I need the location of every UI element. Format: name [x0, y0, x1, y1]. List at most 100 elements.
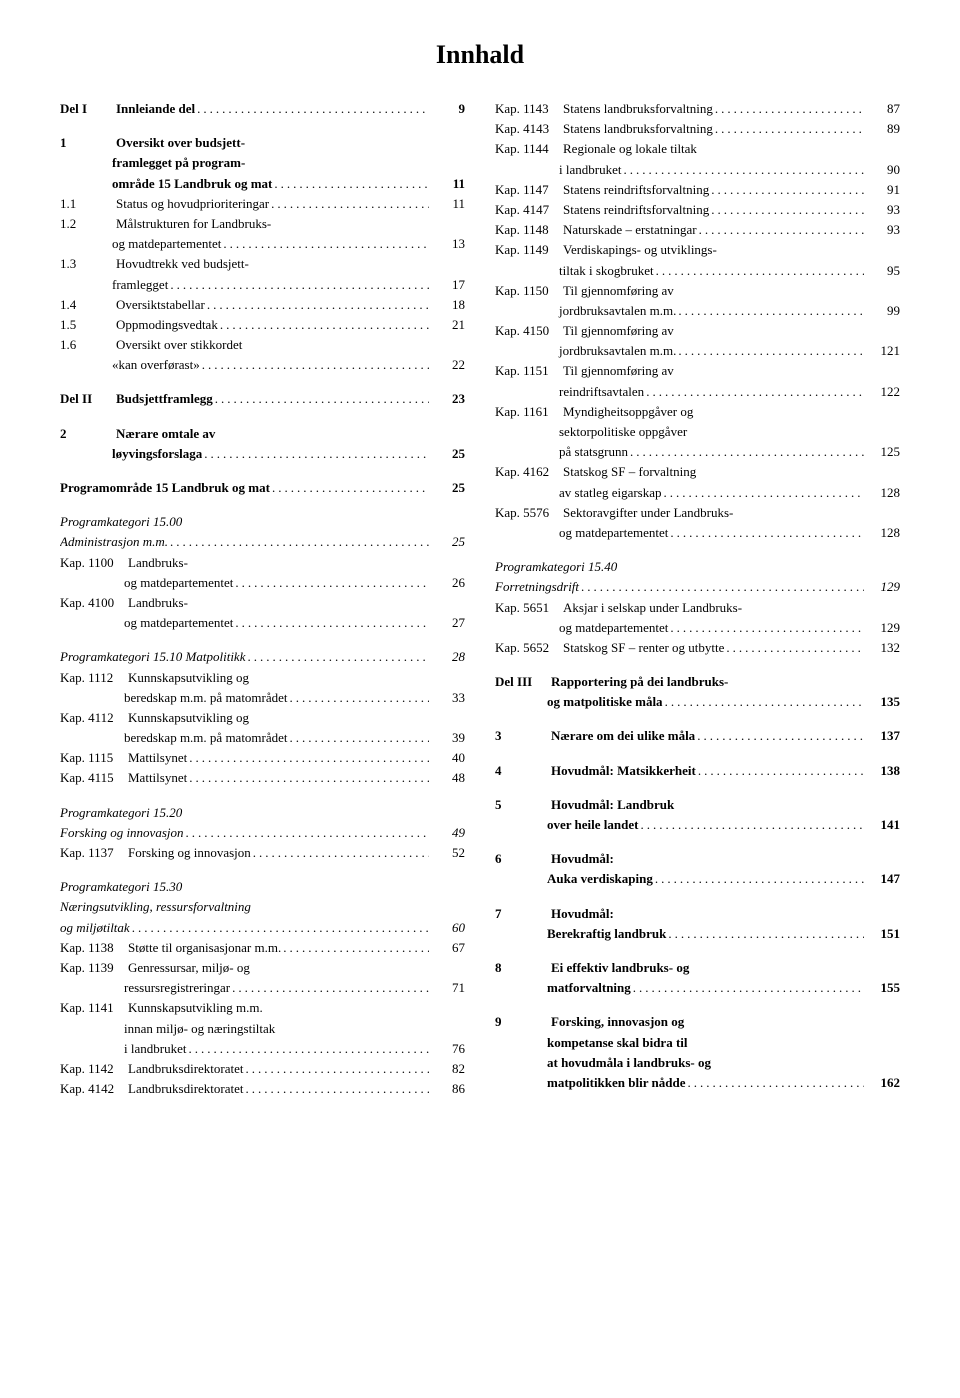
toc-right-column: Kap. 1143Statens landbruksforvaltning87K…: [495, 100, 900, 1100]
toc-row: «kan overførast»22: [60, 356, 465, 374]
toc-row: beredskap m.m. på matområdet33: [60, 689, 465, 707]
toc-text: Verdiskapings- og utviklings-: [563, 241, 900, 259]
toc-text: og matdepartementet: [495, 619, 864, 637]
toc-text: Forsking, innovasjon og: [551, 1013, 900, 1031]
toc-label: Kap. 1161: [495, 403, 563, 421]
toc-gap: [60, 499, 465, 513]
toc-text: i landbruket: [495, 161, 864, 179]
toc-text: Programkategori 15.30: [60, 878, 465, 896]
toc-row: reindriftsavtalen122: [495, 383, 900, 401]
toc-page: 87: [864, 100, 900, 118]
toc-page: 137: [864, 727, 900, 745]
toc-page: 95: [864, 262, 900, 280]
toc-gap: [60, 864, 465, 878]
toc-label: 1.2: [60, 215, 116, 233]
toc-text: Programkategori 15.10 Matpolitikk: [60, 648, 429, 666]
toc-page: 71: [429, 979, 465, 997]
toc-text: Status og hovudprioriteringar: [116, 195, 429, 213]
toc-label: 1: [60, 134, 116, 152]
toc-row: tiltak i skogbruket95: [495, 262, 900, 280]
toc-row: Kap. 1150Til gjennomføring av: [495, 282, 900, 300]
toc-page: 91: [864, 181, 900, 199]
toc-text: område 15 Landbruk og mat: [60, 175, 429, 193]
toc-text: Forsking og innovasjon: [60, 824, 429, 842]
toc-text: beredskap m.m. på matområdet: [60, 729, 429, 747]
toc-row: framlegget17: [60, 276, 465, 294]
toc-text: Kunnskapsutvikling og: [128, 669, 465, 687]
toc-row: Kap. 4142Landbruksdirektoratet86: [60, 1080, 465, 1098]
toc-label: 1.6: [60, 336, 116, 354]
toc-text: løyvingsforslaga: [60, 445, 429, 463]
toc-page: 25: [429, 533, 465, 551]
toc-row: innan miljø- og næringstiltak: [60, 1020, 465, 1038]
toc-text: tiltak i skogbruket: [495, 262, 864, 280]
toc-text: matforvaltning: [495, 979, 864, 997]
toc-page: 27: [429, 614, 465, 632]
toc-text: Genressursar, miljø- og: [128, 959, 465, 977]
toc-page: 147: [864, 870, 900, 888]
toc-label: Del III: [495, 673, 551, 691]
toc-text: Til gjennomføring av: [563, 282, 900, 300]
toc-page: 28: [429, 648, 465, 666]
toc-text: og matdepartementet: [60, 614, 429, 632]
toc-label: 5: [495, 796, 551, 814]
toc-text: beredskap m.m. på matområdet: [60, 689, 429, 707]
toc-text: over heile landet: [495, 816, 864, 834]
toc-text: jordbruksavtalen m.m.: [495, 342, 864, 360]
toc-page: 89: [864, 120, 900, 138]
toc-page: 125: [864, 443, 900, 461]
toc-row: Programkategori 15.30: [60, 878, 465, 896]
toc-page: 121: [864, 342, 900, 360]
toc-row: og matdepartementet26: [60, 574, 465, 592]
toc-gap: [60, 411, 465, 425]
toc-page: 21: [429, 316, 465, 334]
toc-row: og matdepartementet13: [60, 235, 465, 253]
toc-page: 40: [429, 749, 465, 767]
toc-gap: [60, 376, 465, 390]
toc-label: Kap. 4150: [495, 322, 563, 340]
toc-text: framlegget: [60, 276, 429, 294]
toc-text: framlegget på program-: [60, 154, 247, 172]
toc-text: «kan overførast»: [60, 356, 429, 374]
toc-text: Landbruks-: [128, 554, 465, 572]
toc-page: 93: [864, 221, 900, 239]
toc-page: 60: [429, 919, 465, 937]
toc-row: Kap. 1142Landbruksdirektoratet82: [60, 1060, 465, 1078]
toc-page: 138: [864, 762, 900, 780]
toc-row: 1.1Status og hovudprioriteringar11: [60, 195, 465, 213]
toc-page: 129: [864, 578, 900, 596]
toc-left-column: Del IInnleiande del91Oversikt over budsj…: [60, 100, 465, 1100]
toc-row: og miljøtiltak60: [60, 919, 465, 937]
toc-page: 128: [864, 524, 900, 542]
toc-label: 2: [60, 425, 116, 443]
toc-text: Mattilsynet: [128, 749, 429, 767]
toc-row: løyvingsforslaga25: [60, 445, 465, 463]
toc-page: 135: [864, 693, 900, 711]
toc-text: Nærare omtale av: [116, 425, 465, 443]
toc-text: Kunnskapsutvikling og: [128, 709, 465, 727]
toc-label: Kap. 1144: [495, 140, 563, 158]
toc-row: Kap. 1115Mattilsynet40: [60, 749, 465, 767]
toc-text: Målstrukturen for Landbruks-: [116, 215, 465, 233]
toc-row: i landbruket90: [495, 161, 900, 179]
toc-row: på statsgrunn125: [495, 443, 900, 461]
toc-gap: [495, 748, 900, 762]
toc-page: 76: [429, 1040, 465, 1058]
toc-text: Programkategori 15.40: [495, 558, 900, 576]
toc-page: 93: [864, 201, 900, 219]
toc-text: og matdepartementet: [60, 574, 429, 592]
toc-text: sektorpolitiske oppgåver: [495, 423, 689, 441]
toc-text: Til gjennomføring av: [563, 362, 900, 380]
toc-label: Kap. 1151: [495, 362, 563, 380]
toc-label: 4: [495, 762, 551, 780]
toc-text: Oversikt over stikkordet: [116, 336, 465, 354]
toc-row: ressursregistreringar71: [60, 979, 465, 997]
toc-page: 48: [429, 769, 465, 787]
toc-text: Forsking og innovasjon: [128, 844, 429, 862]
toc-text: Statens landbruksforvaltning: [563, 100, 864, 118]
toc-row: 1.3Hovudtrekk ved budsjett-: [60, 255, 465, 273]
toc-row: Kap. 4150Til gjennomføring av: [495, 322, 900, 340]
toc-row: 1.2Målstrukturen for Landbruks-: [60, 215, 465, 233]
toc-gap: [495, 544, 900, 558]
toc-text: at hovudmåla i landbruks- og: [495, 1054, 713, 1072]
